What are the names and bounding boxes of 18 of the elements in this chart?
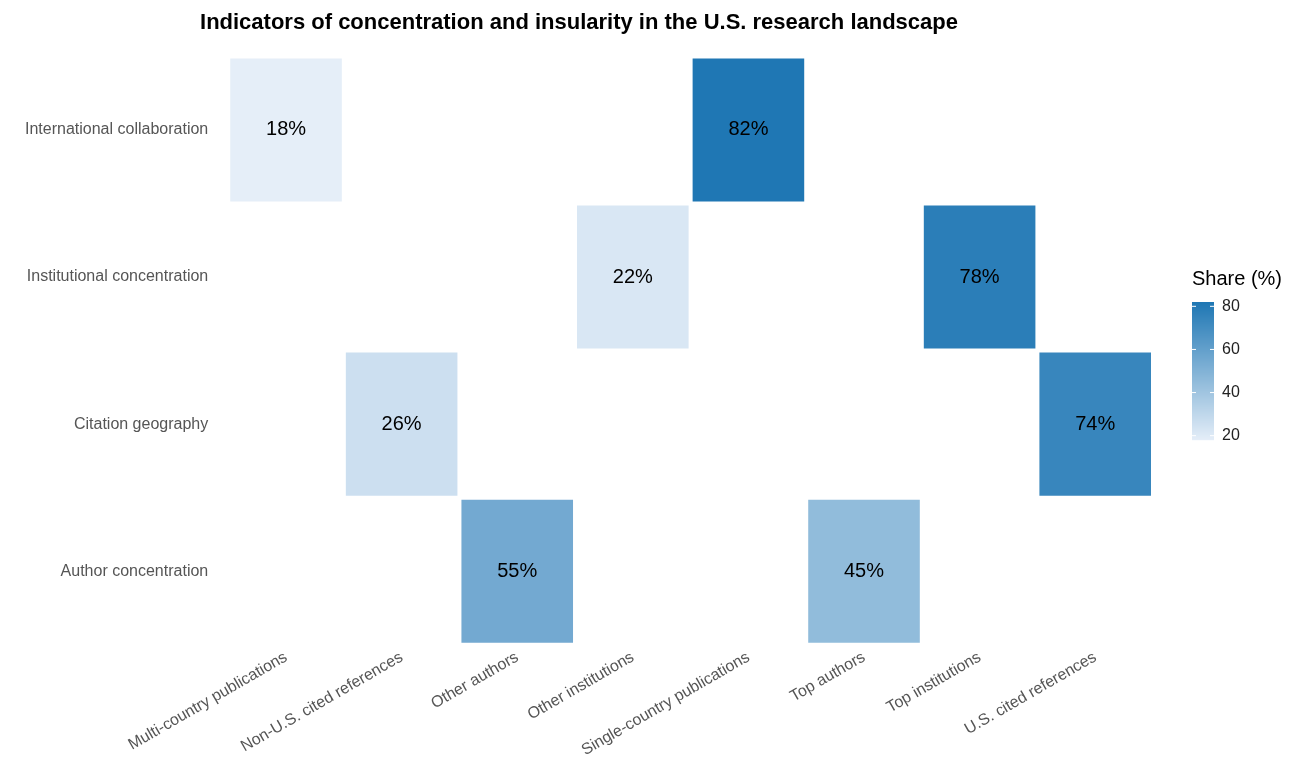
color-bar-label: 60 — [1222, 339, 1240, 357]
y-tick-label: Author concentration — [60, 561, 209, 579]
color-bar-label: 40 — [1222, 382, 1240, 400]
chart-title: Indicators of concentration and insularity in the U.S. research landscape — [200, 9, 958, 35]
data-label: 26% — [381, 411, 422, 434]
data-label: 82% — [728, 117, 769, 140]
color-bar-label: 20 — [1222, 426, 1240, 444]
data-label: 78% — [959, 264, 1000, 287]
data-label: 22% — [612, 264, 654, 287]
color-bar-title: Share (%) — [1192, 267, 1283, 289]
y-tick-label: Citation geography — [73, 414, 209, 432]
color-bar-label: 80 — [1222, 296, 1240, 314]
y-tick-label: Institutional concentration — [26, 267, 209, 285]
data-label: 55% — [497, 558, 538, 581]
y-tick-label: International collaboration — [25, 120, 209, 138]
data-label: 45% — [844, 558, 885, 581]
data-label: 74% — [1075, 411, 1116, 434]
data-label: 18% — [266, 117, 307, 140]
